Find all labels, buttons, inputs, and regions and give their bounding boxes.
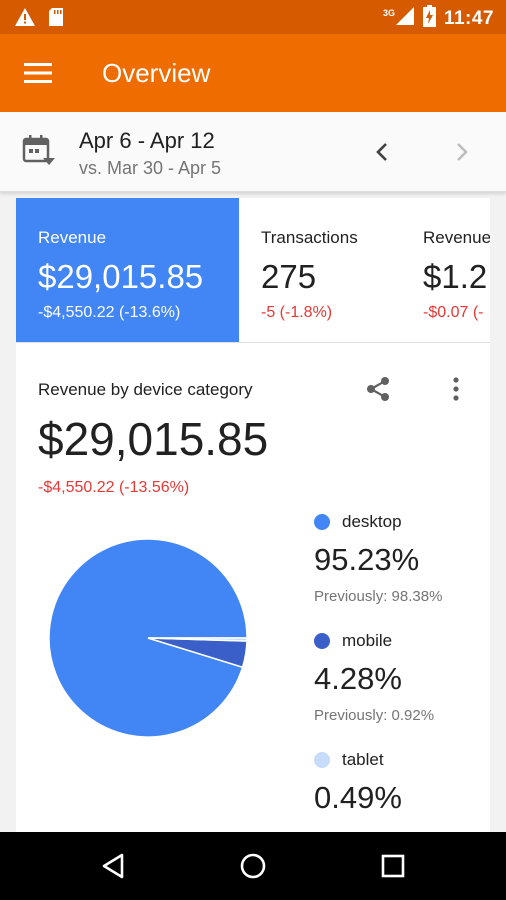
more-vert-icon[interactable]	[444, 373, 468, 405]
legend-item-desktop: desktop 95.23% Previously: 98.38%	[314, 512, 484, 605]
metric-delta: -5 (-1.8%)	[261, 304, 333, 321]
device-pie-chart	[48, 538, 248, 738]
chart-title: Revenue by device category	[38, 380, 253, 399]
legend-dot-mobile	[314, 633, 330, 649]
legend-label: desktop	[342, 512, 402, 531]
legend-percent: 95.23%	[314, 542, 420, 577]
legend-dot-desktop	[314, 514, 330, 530]
metric-value: $1.2	[423, 258, 488, 295]
metric-tile-revenue[interactable]: Revenue $29,015.85 -$4,550.22 (-13.6%)	[16, 198, 239, 342]
legend-item-mobile: mobile 4.28% Previously: 0.92%	[314, 631, 484, 724]
network-type: 3G	[382, 7, 395, 18]
chart-total: $29,015.85	[38, 413, 269, 465]
share-icon[interactable]	[362, 373, 394, 405]
overview-card: Revenue $29,015.85 -$4,550.22 (-13.6%) T…	[16, 198, 490, 832]
metric-label: Transactions	[261, 228, 358, 247]
chart-total-delta: -$4,550.22 (-13.56%)	[38, 479, 190, 496]
recents-icon[interactable]	[377, 850, 409, 882]
back-icon[interactable]	[97, 850, 129, 882]
signal-icon	[395, 6, 415, 31]
metric-value: $29,015.85	[38, 258, 204, 295]
date-range-current[interactable]: Apr 6 - Apr 12	[79, 128, 215, 153]
metric-tile-transactions[interactable]: Transactions 275 -5 (-1.8%)	[239, 198, 401, 342]
metrics-strip[interactable]: Revenue $29,015.85 -$4,550.22 (-13.6%) T…	[16, 198, 490, 343]
metric-value: 275	[261, 258, 317, 295]
legend-percent: 4.28%	[314, 661, 402, 696]
warning-icon	[14, 7, 36, 32]
metric-tile-revenue-per-transaction[interactable]: Revenue $1.2 -$0.07 (-	[401, 198, 490, 342]
metric-label: Revenue	[423, 228, 490, 247]
metric-delta: -$0.07 (-	[423, 304, 484, 321]
legend-label: tablet	[342, 750, 384, 769]
hamburger-menu-icon[interactable]	[20, 56, 56, 90]
system-nav-bar	[0, 832, 506, 900]
date-range-comparison[interactable]: vs. Mar 30 - Apr 5	[79, 158, 222, 178]
sd-card-icon	[48, 7, 64, 32]
app-bar: Overview	[0, 34, 506, 112]
calendar-dropdown-icon[interactable]	[22, 134, 56, 173]
chevron-left-icon[interactable]	[368, 138, 396, 166]
legend-dot-tablet	[314, 752, 330, 768]
home-icon[interactable]	[237, 850, 269, 882]
status-bar: 3G 11:47	[0, 0, 506, 34]
date-range-bar: Apr 6 - Apr 12 vs. Mar 30 - Apr 5	[0, 112, 506, 192]
battery-charging-icon	[422, 5, 436, 32]
chevron-right-icon[interactable]	[448, 138, 476, 166]
legend-previous: Previously: 98.38%	[314, 588, 443, 605]
metric-label: Revenue	[38, 228, 107, 247]
metric-delta: -$4,550.22 (-13.6%)	[38, 304, 181, 321]
pie-slice-tablet[interactable]	[147, 637, 248, 642]
legend-percent: 0.49%	[314, 780, 402, 815]
legend-item-tablet: tablet 0.49%	[314, 750, 484, 816]
page-title: Overview	[102, 58, 211, 88]
clock: 11:47	[443, 7, 494, 29]
legend-label: mobile	[342, 631, 393, 650]
legend-previous: Previously: 0.92%	[314, 707, 435, 724]
